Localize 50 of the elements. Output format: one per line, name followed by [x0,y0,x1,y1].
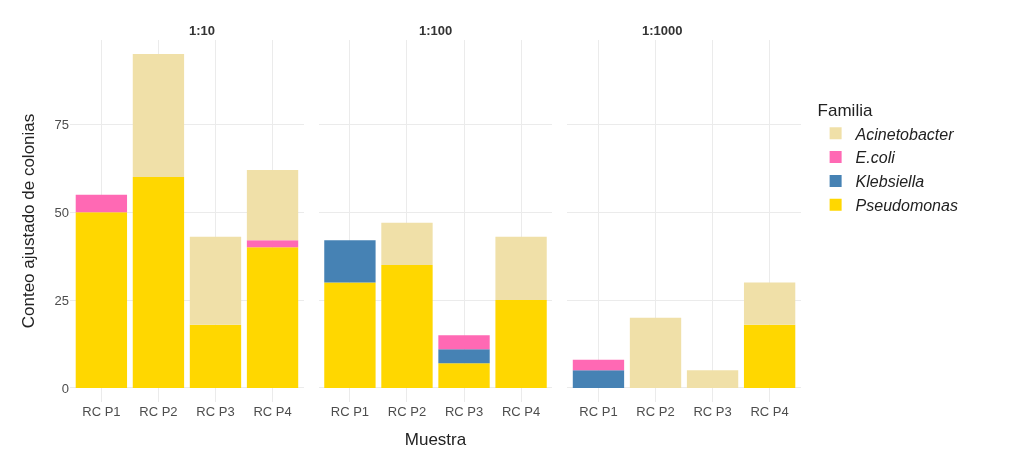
bar [438,349,490,364]
bar [246,247,299,388]
chart-title: 1:1000 [642,23,683,38]
x-tick-label: RC P4 [750,404,789,419]
x-tick-label: RC P1 [82,404,121,419]
bar [132,54,185,178]
bar [438,363,490,388]
x-tick-label: RC P4 [253,404,292,419]
bar [132,177,185,388]
y-axis-title: Conteo ajustado de colonias [19,113,39,329]
chart-title: 1:10 [189,23,216,38]
bar [572,359,625,371]
x-tick-label: RC P2 [139,404,178,419]
x-tick-label: RC P4 [501,404,541,419]
bar [686,370,739,388]
legend-label: Pseudomonas [855,196,958,214]
legend-label: Acinetobacter [854,125,955,143]
bar [324,282,376,388]
bar [381,222,433,265]
y-tick-label: 0 [61,380,69,396]
bar [743,282,796,325]
x-axis-title: Muestra [404,430,467,450]
bar [324,240,376,283]
x-tick-label: RC P3 [444,404,484,419]
bar [572,370,625,388]
y-tick-label: 50 [54,204,69,220]
legend-label: E.coli [855,149,896,167]
x-tick-label: RC P3 [196,404,235,419]
x-tick-label: RC P2 [636,404,675,419]
y-tick-label: 25 [54,292,69,308]
bar [495,236,547,301]
y-tick-label: 75 [54,116,69,132]
bar [75,194,128,213]
bar [629,317,682,388]
bar [189,324,242,388]
bar [381,264,433,388]
bar [189,236,242,325]
x-tick-label: RC P1 [579,404,618,419]
bar [743,324,796,388]
chart-title: 1:100 [419,23,453,38]
x-tick-label: RC P1 [330,404,370,419]
bar [246,240,299,248]
x-tick-label: RC P3 [693,404,732,419]
legend-title: Familia [817,101,873,121]
bar [495,300,547,388]
bar [75,212,128,388]
x-tick-label: RC P2 [387,404,427,419]
legend-label: Klebsiella [855,173,925,191]
bar [438,335,490,350]
bar [246,170,299,241]
